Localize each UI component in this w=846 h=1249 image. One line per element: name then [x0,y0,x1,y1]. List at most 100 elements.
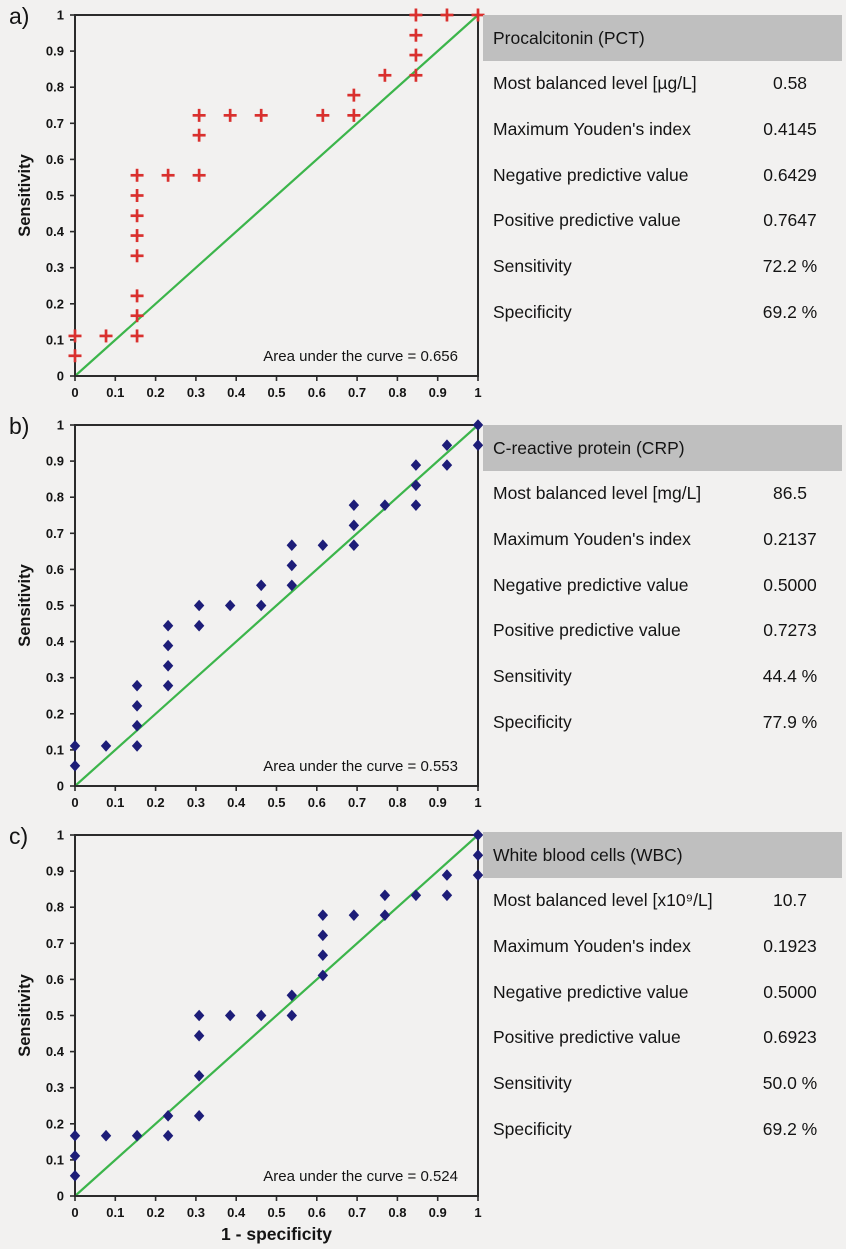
data-point [223,108,237,122]
y-tick-label: 1 [57,418,64,433]
data-point [286,579,298,592]
y-tick-label: 0 [57,1189,64,1204]
stat-label: Sensitivity [493,256,572,277]
roc-chart-pct: 00 0.1 0.1 0.2 0.2 0.3 0.3 0.4 0.4 0.5 0.5 0.6 0.6 0.… [16,8,485,400]
data-point [317,949,329,962]
data-point [162,1110,174,1122]
stat-label: Specificity [493,301,572,322]
stat-label: Sensitivity [493,666,572,687]
y-tick-label: 0.5 [46,1008,64,1023]
y-tick-label: 0.2 [46,706,64,721]
stat-value: 0.6923 [763,1027,817,1048]
x-tick-label: 0.1 [106,385,124,400]
y-tick-label: 0.5 [46,598,64,613]
data-point [317,929,329,942]
data-point [69,1150,81,1162]
data-point [162,659,174,672]
data-point [130,168,144,182]
data-point [317,539,329,552]
stats-table-pct: Procalcitonin (PCT) Most balanced level … [483,15,842,335]
data-point [379,909,391,921]
data-point [379,499,391,511]
data-point [379,889,391,902]
table-row: Negative predictive value 0.6429 [483,152,842,198]
y-tick-label: 1 [57,8,64,23]
data-point [130,189,144,202]
x-tick-label: 0 [71,795,78,810]
x-tick-label: 1 [474,795,481,810]
data-point [130,229,144,243]
y-tick-label: 0.2 [46,1116,64,1131]
x-tick-label: 0.7 [348,795,366,810]
x-tick-label: 0.4 [227,1205,246,1220]
x-tick-label: 0.5 [267,385,285,400]
roc-chart-wbc: 00 0.1 0.1 0.2 0.2 0.3 0.3 0.4 0.4 0.5 0.5 0.6 0.6 0.… [16,828,484,1244]
y-tick-label: 0.5 [46,188,64,203]
table-row: Sensitivity 50.0 % [483,1061,842,1107]
stat-value: 69.2 % [762,1118,818,1139]
y-tick-label: 0.8 [46,900,64,915]
table-rows-wbc: Most balanced level [x10⁹/L] 10.7 Maximum … [483,878,842,1152]
y-tick-label: 0 [57,369,64,384]
x-tick-label: 0.1 [106,1205,124,1220]
stat-label: Specificity [493,711,572,732]
data-point [378,68,392,82]
data-point [69,1169,81,1182]
data-point [192,128,206,142]
diagonal-reference-line [74,834,479,1197]
data-point [286,559,298,572]
data-point [254,108,268,122]
y-tick-label: 0.1 [46,1152,64,1167]
y-tick-label: 0 [57,779,64,794]
stat-value: 86.5 [772,483,808,504]
table-row: Sensitivity 72.2 % [483,244,842,290]
x-tick-label: 0.9 [429,795,447,810]
data-point [316,108,330,122]
data-point [130,249,144,263]
stat-label: Most balanced level [mg/L] [493,483,702,504]
stat-value: 10.7 [772,890,808,911]
y-tick-label: 0.9 [46,864,64,879]
table-row: Sensitivity 44.4 % [483,654,842,700]
y-tick-label: 0.1 [46,332,64,347]
stat-value: 44.4 % [762,666,818,687]
data-point [130,309,144,323]
y-tick-label: 0.4 [46,1044,65,1059]
data-point [162,639,174,652]
data-point [410,889,422,902]
y-tick-label: 0.6 [46,152,64,167]
diagonal-reference-line [74,424,479,787]
data-point [317,969,329,982]
y-tick-label: 0.1 [46,742,64,757]
table-row: Specificity 69.2 % [483,1106,842,1152]
x-tick-label: 0.2 [147,1205,165,1220]
data-point [224,1009,236,1022]
auc-annotation: Area under the curve = 0.524 [263,1168,458,1185]
y-axis-title: Sensitivity [16,153,34,236]
stat-value: 69.2 % [762,301,818,322]
data-point [347,88,361,102]
data-point [255,1009,267,1022]
stat-value: 77.9 % [762,711,818,732]
stat-value: 0.5000 [763,981,817,1002]
data-point [441,459,453,471]
table-row: Maximum Youden's index 0.4145 [483,107,842,153]
data-point [410,459,422,471]
x-tick-label: 0.5 [267,795,285,810]
x-tick-label: 0.2 [147,795,165,810]
y-tick-label: 0.9 [46,44,64,59]
data-point [69,759,81,772]
y-tick-label: 0.7 [46,116,64,131]
data-point [99,329,113,343]
data-point [472,439,484,452]
stat-label: Maximum Youden's index [493,119,691,140]
data-point [409,28,423,42]
table-row: Specificity 77.9 % [483,699,842,745]
panel-b: b) 0 0 0.1 0.1 0.2 0.2 0.3 0.3 0.4 0.4 0.5 0.5 0.6 0.… [0,410,846,820]
x-tick-label: 0.9 [429,1205,447,1220]
x-tick-label: 0.7 [348,385,366,400]
auc-annotation: Area under the curve = 0.553 [263,758,458,775]
data-point [286,539,298,552]
data-point [348,519,360,532]
